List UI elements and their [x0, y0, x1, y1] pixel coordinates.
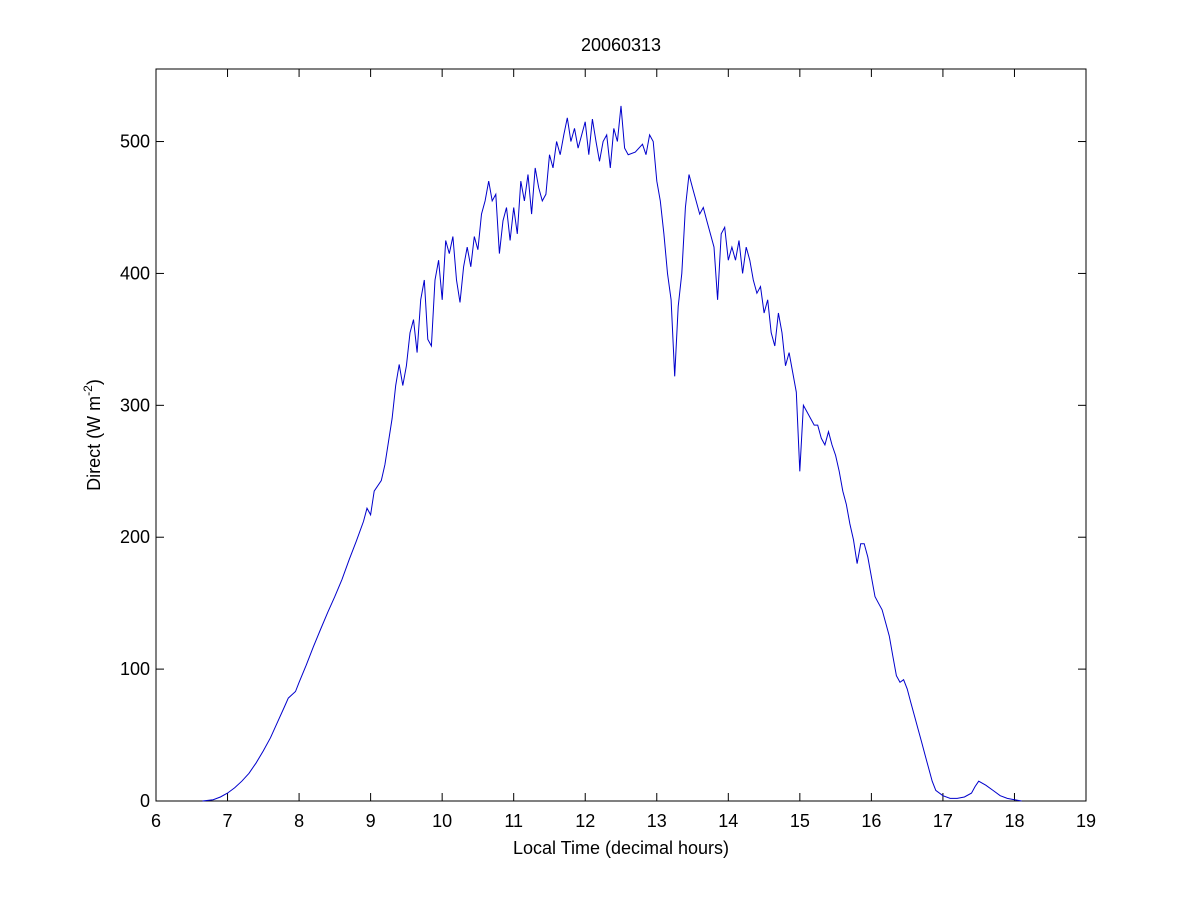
x-tick-label: 6 — [151, 811, 161, 831]
x-tick-label: 13 — [647, 811, 667, 831]
y-axis-label-close: ) — [84, 379, 104, 385]
y-tick-label: 0 — [140, 791, 150, 811]
x-tick-label: 11 — [504, 811, 523, 831]
plot-area — [155, 68, 1087, 802]
chart-title: 20060313 — [581, 35, 661, 55]
y-axis-label-main: Direct (W m — [84, 396, 104, 491]
y-tick-label: 200 — [120, 527, 150, 547]
y-axis: 0 100 200 300 400 500 — [120, 132, 1086, 811]
x-axis-label: Local Time (decimal hours) — [513, 838, 729, 858]
x-tick-label: 14 — [718, 811, 738, 831]
x-tick-label: 16 — [861, 811, 881, 831]
y-axis-label: Direct (W m-2) — [81, 379, 104, 491]
x-axis: 6 7 8 9 10 11 12 13 14 15 16 17 18 19 — [151, 69, 1096, 831]
x-tick-label: 12 — [575, 811, 595, 831]
x-tick-label: 18 — [1004, 811, 1024, 831]
x-tick-label: 8 — [294, 811, 304, 831]
x-tick-label: 7 — [223, 811, 233, 831]
y-tick-label: 400 — [120, 263, 150, 283]
y-tick-label: 300 — [120, 395, 150, 415]
y-axis-label-superscript: -2 — [81, 385, 95, 396]
x-tick-label: 10 — [432, 811, 452, 831]
series-line — [202, 105, 1022, 802]
x-tick-label: 9 — [366, 811, 376, 831]
y-tick-label: 500 — [120, 132, 150, 152]
y-tick-label: 100 — [120, 659, 150, 679]
x-tick-label: 17 — [933, 811, 953, 831]
x-tick-label: 19 — [1076, 811, 1096, 831]
x-tick-label: 15 — [790, 811, 810, 831]
